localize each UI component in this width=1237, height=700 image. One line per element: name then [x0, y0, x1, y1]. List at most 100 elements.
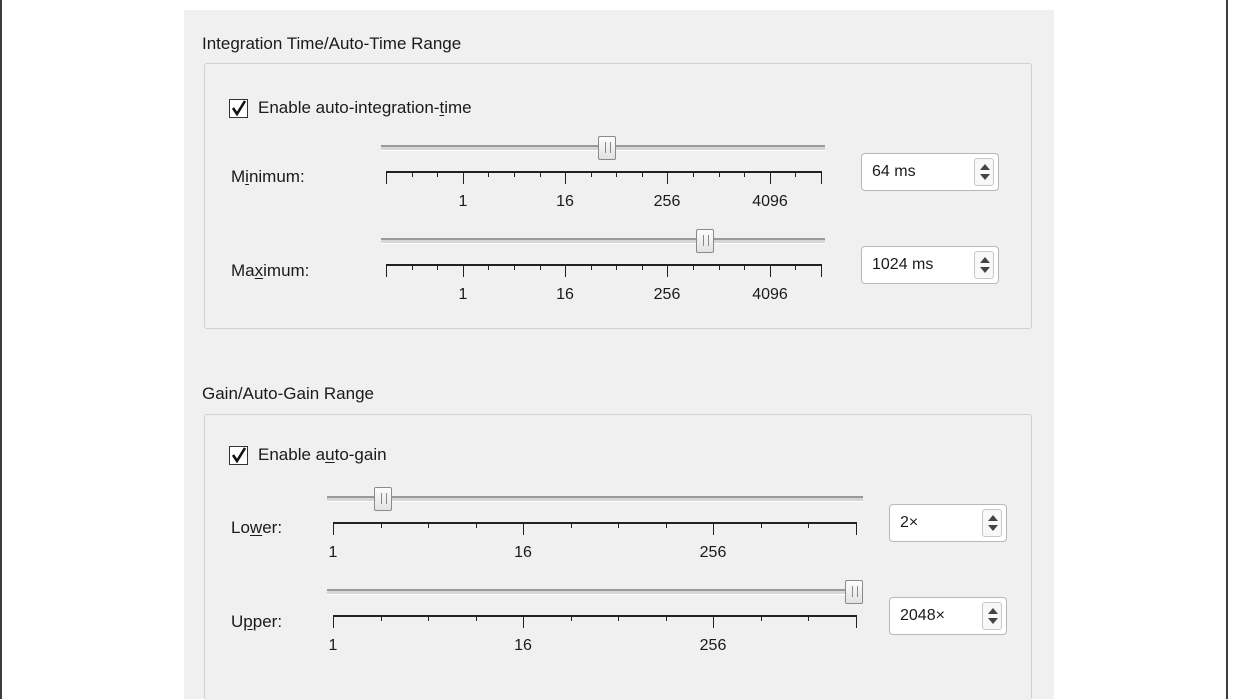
scale-tick: [761, 522, 762, 528]
upper-slider-thumb[interactable]: [845, 580, 863, 604]
spin-up-arrow-icon[interactable]: [988, 608, 998, 614]
lower-slider-thumb[interactable]: [374, 487, 392, 511]
scale-tick: [591, 171, 592, 177]
upper-slider-track: [327, 589, 863, 595]
upper-spin-buttons[interactable]: [982, 602, 1002, 630]
maximum-spinbox[interactable]: 1024 ms: [861, 246, 999, 284]
scale-tick: [488, 171, 489, 177]
scale-tick: [719, 171, 720, 177]
lower-slider[interactable]: [327, 487, 863, 511]
minimum-label: Minimum:: [231, 167, 305, 186]
scale-tick: [540, 264, 541, 270]
minimum-spin-buttons[interactable]: [974, 158, 994, 186]
scale-tick-label: 4096: [752, 286, 788, 303]
lower-slider-scale: 1 16 256: [329, 522, 857, 562]
spin-down-arrow-icon[interactable]: [980, 267, 990, 273]
spin-up-arrow-icon[interactable]: [988, 515, 998, 521]
scale-tick: [616, 171, 617, 177]
upper-label: Upper:: [231, 612, 283, 631]
maximum-slider-thumb[interactable]: [696, 229, 714, 253]
lower-spin-buttons[interactable]: [982, 509, 1002, 537]
maximum-slider[interactable]: [381, 229, 825, 253]
minimum-slider-thumb[interactable]: [598, 136, 616, 160]
scale-tick: [540, 171, 541, 177]
scale-tick: [713, 615, 714, 628]
scale-tick: [488, 264, 489, 270]
spin-down-arrow-icon[interactable]: [980, 174, 990, 180]
scale-tick: [514, 171, 515, 177]
checkbox-box[interactable]: [229, 98, 248, 118]
scale-tick: [463, 171, 464, 184]
scale-tick: [565, 171, 566, 184]
scale-tick: [856, 522, 857, 535]
scale-tick-label: 256: [653, 286, 681, 303]
scale-tick: [381, 615, 382, 621]
maximum-value[interactable]: 1024 ms: [872, 256, 934, 273]
scale-tick: [744, 171, 745, 177]
scale-tick: [667, 171, 668, 184]
scale-tick: [808, 522, 809, 528]
upper-slider[interactable]: [327, 580, 863, 604]
upper-value[interactable]: 2048×: [900, 607, 945, 624]
maximum-label: Maximum:: [231, 261, 310, 280]
scale-baseline: [333, 522, 857, 524]
spin-down-arrow-icon[interactable]: [988, 618, 998, 624]
scale-tick: [428, 615, 429, 621]
scale-tick-label: 16: [556, 193, 574, 210]
lower-value[interactable]: 2×: [900, 514, 919, 531]
scale-tick: [428, 522, 429, 528]
scale-tick-label: 1: [328, 544, 338, 561]
scale-tick: [667, 264, 668, 277]
spin-up-arrow-icon[interactable]: [980, 257, 990, 263]
maximum-spin-buttons[interactable]: [974, 251, 994, 279]
integration-group-box: Enable auto-integration-time Minimum: 1 1…: [204, 63, 1032, 329]
minimum-slider-scale: 1 16 256 4096: [386, 171, 822, 211]
checkbox-box[interactable]: [229, 445, 248, 465]
lower-slider-track: [327, 496, 863, 502]
scale-tick: [713, 522, 714, 535]
scale-tick: [856, 615, 857, 628]
scale-tick: [719, 264, 720, 270]
scale-tick: [744, 264, 745, 270]
scale-tick-label: 256: [699, 637, 727, 654]
scale-baseline: [333, 615, 857, 617]
upper-spinbox[interactable]: 2048×: [889, 597, 1007, 635]
minimum-slider[interactable]: [381, 136, 825, 160]
minimum-spinbox[interactable]: 64 ms: [861, 153, 999, 191]
scale-tick: [333, 615, 334, 628]
scale-tick: [386, 264, 387, 277]
checkmark-icon: [231, 446, 247, 463]
scale-tick: [693, 171, 694, 177]
scale-tick: [571, 615, 572, 621]
scale-tick: [666, 615, 667, 621]
enable-auto-integration-time-label: Enable auto-integration-time: [258, 98, 472, 117]
scale-tick: [565, 264, 566, 277]
spin-down-arrow-icon[interactable]: [988, 525, 998, 531]
scale-tick: [476, 522, 477, 528]
settings-panel: Integration Time/Auto-Time Range Enable …: [184, 10, 1054, 700]
lower-spinbox[interactable]: 2×: [889, 504, 1007, 542]
scale-tick: [463, 264, 464, 277]
gain-group-box: Enable auto-gain Lower: 1 16 256 2× Upper:…: [204, 414, 1032, 700]
maximum-slider-scale: 1 16 256 4096: [386, 264, 822, 304]
enable-auto-gain-label: Enable auto-gain: [258, 445, 387, 464]
scale-tick: [333, 522, 334, 535]
spin-up-arrow-icon[interactable]: [980, 164, 990, 170]
scale-tick: [514, 264, 515, 270]
checkmark-icon: [231, 99, 247, 116]
enable-auto-gain-checkbox[interactable]: Enable auto-gain: [229, 445, 387, 465]
minimum-value[interactable]: 64 ms: [872, 163, 916, 180]
scale-tick-label: 4096: [752, 193, 788, 210]
scale-tick-label: 16: [514, 544, 532, 561]
scale-tick: [693, 264, 694, 270]
scale-tick: [821, 171, 822, 184]
enable-auto-integration-time-checkbox[interactable]: Enable auto-integration-time: [229, 98, 472, 118]
scale-tick: [381, 522, 382, 528]
scale-tick: [618, 522, 619, 528]
scale-tick-label: 1: [458, 193, 468, 210]
scale-tick: [795, 264, 796, 270]
scale-tick-label: 16: [556, 286, 574, 303]
scale-tick: [666, 522, 667, 528]
scale-tick: [770, 264, 771, 277]
maximum-slider-track: [381, 238, 825, 244]
